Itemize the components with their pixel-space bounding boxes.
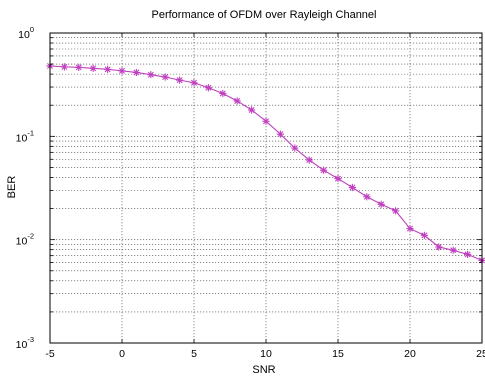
data-point — [176, 76, 184, 84]
y-tick-exponent: -1 — [27, 128, 34, 137]
data-point — [377, 200, 385, 208]
data-point — [75, 63, 83, 71]
data-point — [161, 73, 169, 81]
y-tick-base: 10 — [16, 339, 28, 351]
data-point — [204, 84, 212, 92]
x-axis-label: SNR — [252, 364, 275, 376]
y-tick-label: 10-3 — [16, 335, 34, 351]
y-tick-exponent: -2 — [27, 232, 34, 241]
y-tick-label: 10-1 — [16, 128, 34, 144]
series-layer — [46, 62, 485, 265]
y-tick-base: 10 — [16, 132, 28, 144]
x-tick-label: 5 — [191, 348, 197, 360]
data-point — [464, 250, 472, 259]
x-tick-label: -5 — [45, 348, 54, 360]
data-point — [147, 71, 155, 79]
data-point — [262, 117, 270, 125]
data-point — [392, 207, 400, 215]
data-point — [132, 68, 140, 77]
data-point — [248, 106, 256, 114]
data-point — [435, 243, 443, 251]
data-point — [334, 174, 342, 183]
data-point — [60, 63, 68, 71]
data-point — [104, 65, 112, 73]
data-point — [89, 64, 97, 72]
data-point — [449, 246, 457, 254]
y-tick-label: 100 — [18, 25, 34, 41]
data-point — [406, 224, 414, 233]
data-point — [118, 67, 126, 75]
grid — [50, 33, 482, 343]
data-point — [420, 231, 428, 239]
data-point — [320, 166, 328, 174]
y-tick-exponent: -3 — [27, 335, 34, 344]
x-tick-label: 20 — [404, 348, 416, 360]
y-tick-base: 10 — [18, 29, 30, 41]
data-point — [276, 130, 284, 138]
data-point — [305, 156, 313, 164]
y-tick-exponent: 0 — [30, 25, 34, 34]
data-point — [363, 193, 371, 201]
y-tick-base: 10 — [16, 236, 28, 248]
data-point — [190, 79, 198, 87]
x-tick-label: 25 — [476, 348, 485, 360]
chart-title: Performance of OFDM over Rayleigh Channe… — [152, 9, 377, 21]
data-point — [219, 89, 227, 98]
data-point — [348, 183, 356, 192]
data-point — [233, 97, 241, 105]
data-point — [291, 144, 299, 152]
x-tick-label: 10 — [260, 348, 272, 360]
plot-frame — [49, 32, 483, 344]
x-tick-label: 15 — [332, 348, 344, 360]
y-tick-label: 10-2 — [16, 232, 34, 248]
x-tick-label: 0 — [119, 348, 125, 360]
y-axis-label: BER — [6, 176, 18, 199]
